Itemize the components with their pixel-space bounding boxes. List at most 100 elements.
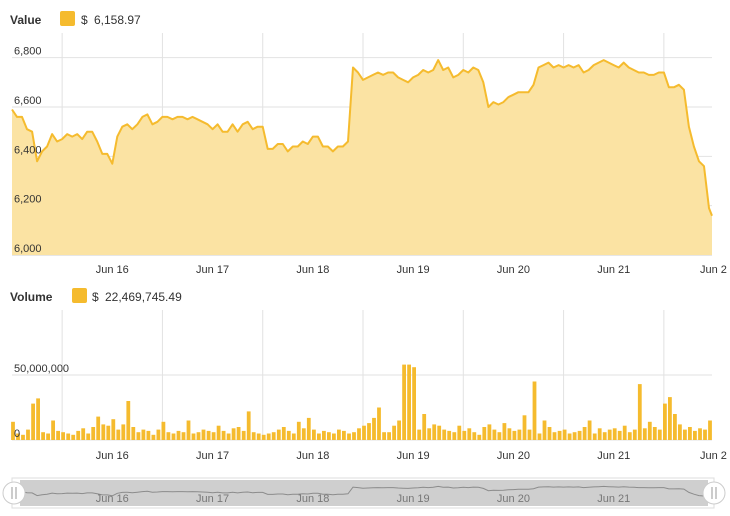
volume-bar (377, 407, 381, 440)
volume-bar (557, 430, 562, 440)
volume-legend-amount: 22,469,745.49 (105, 290, 182, 304)
volume-bar (622, 425, 627, 440)
volume-bar (497, 432, 502, 440)
volume-bar (16, 433, 20, 440)
value-legend-title: Value (10, 13, 42, 27)
volume-bar (467, 428, 472, 440)
volume-bar (327, 432, 331, 440)
volume-bar (121, 424, 126, 440)
volume-bar (507, 428, 512, 440)
volume-bar (457, 425, 462, 440)
volume-bar (261, 434, 266, 440)
volume-bar (91, 427, 96, 440)
navigator-label: Jun 20 (497, 493, 530, 505)
volume-bar (71, 434, 76, 440)
volume-bar (678, 424, 682, 440)
volume-bar (527, 429, 532, 440)
value-x-tick-label: Jun 2 (700, 264, 727, 276)
volume-bar (693, 430, 697, 440)
volume-bar (171, 433, 176, 440)
volume-y-axis-labels: 0 50,000,000 (14, 363, 69, 440)
volume-bar (452, 432, 457, 440)
volume-bar (427, 428, 432, 440)
volume-y-tick-label: 50,000,000 (14, 363, 69, 375)
volume-bar (201, 429, 206, 440)
volume-x-axis-labels: Jun 16 Jun 17 Jun 18 Jun 19 Jun 20 Jun 21 Jun … (96, 450, 727, 462)
volume-bar (322, 430, 326, 440)
volume-bar (447, 430, 452, 440)
value-y-axis-labels: 6,000 6,200 6,400 6,600 6,800 (14, 46, 42, 255)
volume-bar (642, 428, 647, 440)
volume-bar (367, 423, 371, 440)
volume-bar (652, 427, 657, 440)
volume-x-tick-label: Jun 18 (296, 450, 329, 462)
volume-bar (246, 411, 251, 440)
volume-bar (412, 367, 416, 440)
volume-bar (492, 429, 497, 440)
volume-bar (617, 430, 622, 440)
value-legend-swatch (60, 11, 75, 26)
volume-bar (26, 429, 30, 440)
value-x-tick-label: Jun 18 (296, 264, 329, 276)
volume-bar (698, 428, 702, 440)
volume-bar (517, 429, 522, 440)
volume-bar (657, 429, 662, 440)
volume-bar (572, 432, 577, 440)
volume-bar (296, 421, 301, 440)
volume-bar (141, 429, 146, 440)
range-navigator[interactable]: Jun 16 Jun 17 Jun 18 Jun 19 Jun 20 Jun 21 (2, 477, 726, 509)
volume-bar (312, 429, 316, 440)
volume-bar (191, 433, 196, 440)
volume-x-tick-label: Jun 17 (196, 450, 229, 462)
volume-bar (647, 421, 652, 440)
volume-bars (11, 364, 712, 440)
volume-x-tick-label: Jun 19 (397, 450, 430, 462)
volume-bar (597, 428, 602, 440)
volume-bar (627, 432, 632, 440)
volume-bar (357, 428, 361, 440)
navigator-right-handle[interactable] (702, 481, 726, 505)
volume-bar (502, 423, 507, 440)
volume-bar (216, 425, 221, 440)
value-x-axis-labels: Jun 16 Jun 17 Jun 18 Jun 19 Jun 20 Jun 21 Jun … (96, 264, 727, 276)
volume-bar (31, 403, 35, 440)
volume-bar (176, 430, 181, 440)
volume-bar (151, 434, 156, 440)
volume-bar (422, 414, 427, 440)
volume-bar (552, 432, 557, 440)
volume-legend[interactable]: Volume $ 22,469,745.49 (10, 288, 182, 304)
navigator-label: Jun 17 (196, 493, 229, 505)
volume-bar (382, 432, 386, 440)
volume-bar (46, 433, 50, 440)
navigator-series-line (11, 485, 713, 501)
volume-bar (96, 416, 101, 440)
volume-bar (226, 433, 231, 440)
volume-bar (532, 381, 537, 440)
volume-bar (587, 420, 592, 440)
volume-legend-currency: $ (92, 290, 99, 304)
navigator-label: Jun 18 (296, 493, 329, 505)
volume-bar (266, 433, 271, 440)
volume-x-tick-label: Jun 2 (700, 450, 727, 462)
value-y-tick-label: 6,000 (14, 243, 42, 255)
navigator-label: Jun 19 (397, 493, 430, 505)
volume-bar (602, 432, 607, 440)
volume-bar (61, 432, 65, 440)
volume-bar (146, 430, 151, 440)
volume-bar (347, 433, 351, 440)
volume-plot-area[interactable]: 050,000,000 Jun 16 Jun 17 Jun 18 Jun 19 Jun … (11, 310, 727, 462)
volume-bar (181, 432, 186, 440)
value-x-tick-label: Jun 17 (196, 264, 229, 276)
navigator-selected-window[interactable] (20, 480, 708, 506)
volume-bar (317, 433, 321, 440)
volume-bar (547, 427, 552, 440)
volume-legend-swatch (72, 288, 87, 303)
navigator-left-handle[interactable] (2, 481, 26, 505)
volume-bar (567, 433, 572, 440)
volume-bar (542, 420, 547, 440)
volume-bar (688, 427, 692, 440)
value-legend[interactable]: Value $ 6,158.97 (10, 11, 141, 27)
volume-bar (11, 421, 15, 440)
volume-bar (472, 432, 477, 440)
